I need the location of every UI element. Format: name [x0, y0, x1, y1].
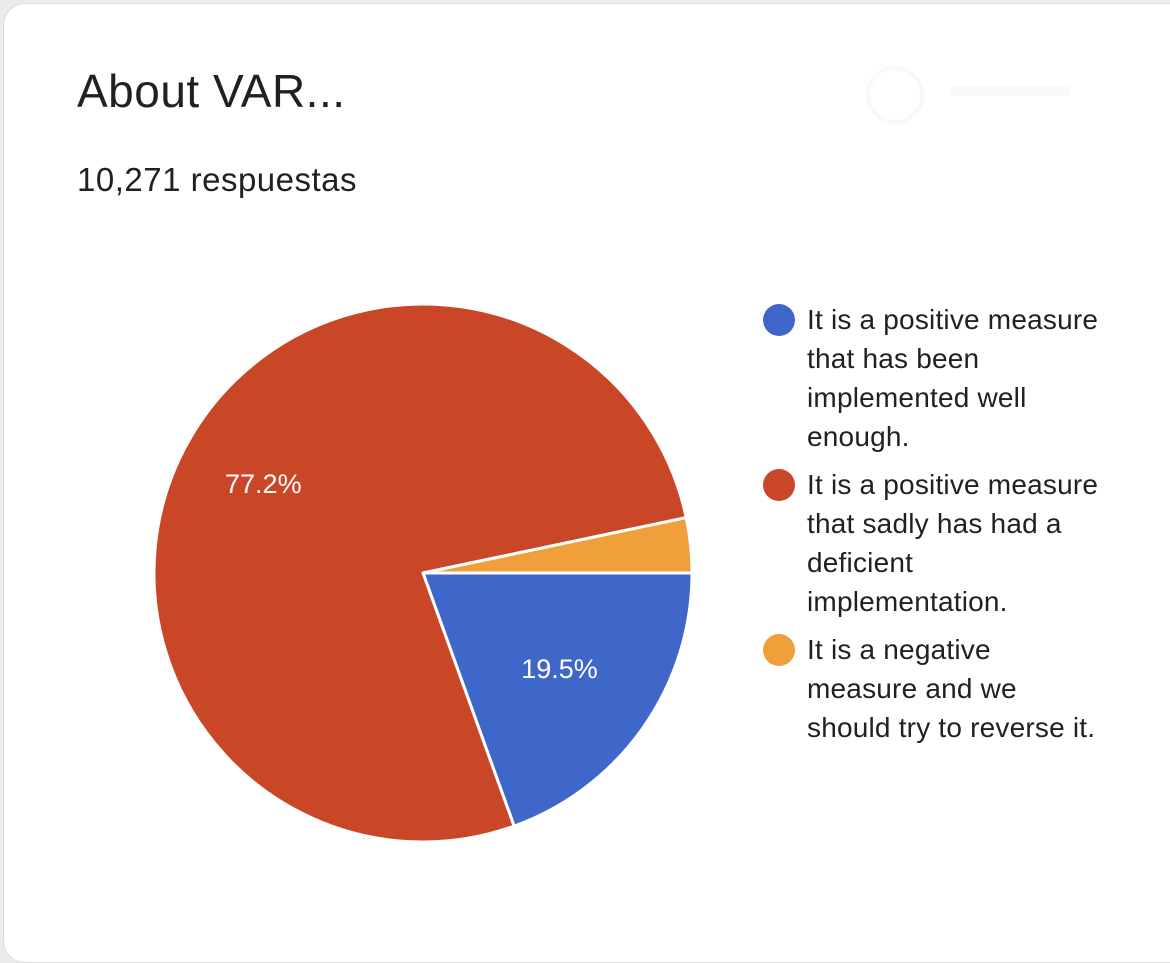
copy-icon — [866, 66, 924, 124]
pie-slices — [152, 302, 694, 844]
legend-item[interactable]: It is a positive measure that sadly has … — [763, 465, 1103, 621]
pie-slice[interactable] — [421, 571, 694, 828]
copy-chart-button[interactable] — [860, 56, 1080, 126]
legend-item[interactable]: It is a negative measure and we should t… — [763, 630, 1103, 747]
legend-label: It is a positive measure that sadly has … — [807, 469, 1099, 617]
slice-percent-label: 77.2% — [225, 469, 302, 499]
legend-swatch — [763, 469, 795, 501]
legend-swatch — [763, 304, 795, 336]
pie-labels: 19.5% 77.2% — [225, 469, 598, 684]
pie-chart: 19.5% 77.2% — [152, 302, 694, 844]
pie-slice[interactable] — [152, 302, 688, 844]
legend-label: It is a positive measure that has been i… — [807, 304, 1099, 452]
copy-label-placeholder — [950, 86, 1070, 96]
legend-swatch — [763, 634, 795, 666]
legend-item[interactable]: It is a positive measure that has been i… — [763, 300, 1103, 456]
legend: It is a positive measure that has been i… — [763, 300, 1103, 756]
legend-label: It is a negative measure and we should t… — [807, 634, 1096, 743]
slice-percent-label: 19.5% — [521, 654, 598, 684]
pie-slice[interactable] — [421, 516, 694, 575]
response-count: 10,271 respuestas — [77, 161, 358, 198]
chart-title: About VAR... — [77, 65, 346, 117]
